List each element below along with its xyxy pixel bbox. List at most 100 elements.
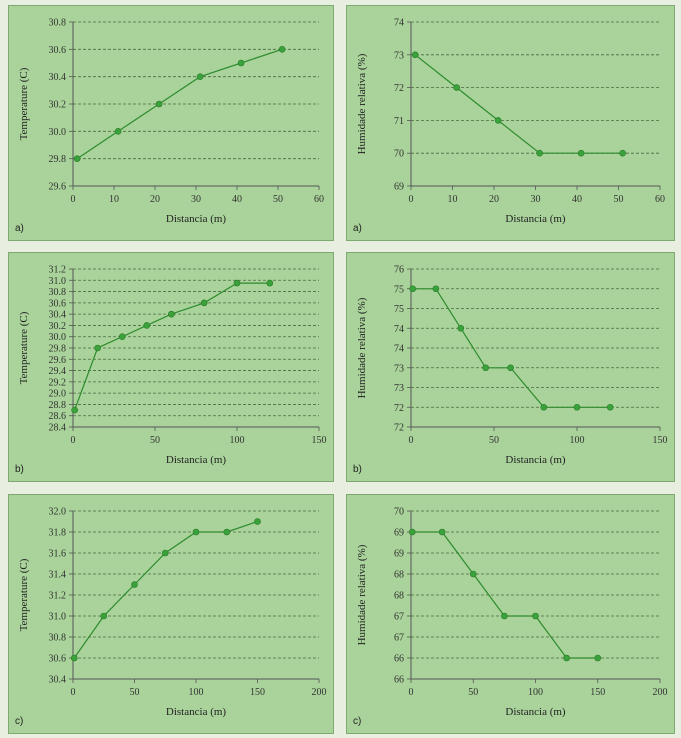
chart-panel: a) 69 70 71 72 73 74 0 10 20 30 40 50 60 Distancia (m)… [346,5,675,241]
data-point [233,279,241,287]
panel-label: b) [353,464,362,475]
data-point [408,528,416,536]
data-point [118,333,126,341]
y-tick-label: 30.2 [49,100,67,111]
x-tick-label: 100 [528,687,543,698]
data-point [573,403,581,411]
x-tick-label: 0 [409,194,414,205]
y-tick-label: 68 [394,570,404,581]
x-tick-label: 20 [150,194,160,205]
x-axis-title: Distancia (m) [166,213,227,225]
x-tick-label: 150 [653,435,668,446]
panel-label: c) [15,716,24,727]
y-tick-label: 28.6 [49,411,67,422]
y-axis-title: Humidade relativa (%) [356,53,368,154]
y-tick-label: 31.4 [49,570,67,581]
data-point [536,149,543,157]
data-point [192,528,200,536]
x-tick-label: 50 [150,435,160,446]
y-axis-title: Temperature (C) [18,67,30,140]
y-tick-label: 68 [394,591,404,602]
x-tick-label: 0 [71,687,76,698]
y-tick-label: 66 [394,654,404,665]
data-point [278,46,286,53]
y-tick-label: 73 [394,363,404,374]
line-chart: 66 66 67 67 68 68 69 69 70 0 50 100 150 200 Distancia … [356,507,668,719]
y-tick-label: 70 [394,149,404,160]
data-point [168,310,175,318]
x-tick-label: 100 [189,687,204,698]
y-tick-label: 71 [394,116,404,127]
y-tick-label: 30.4 [49,675,67,686]
panel-label: c) [353,716,362,727]
y-tick-label: 29.6 [49,182,67,193]
y-tick-label: 28.4 [49,423,67,434]
x-tick-label: 30 [191,194,201,205]
y-tick-label: 75 [394,284,404,295]
data-point [411,51,419,59]
y-tick-label: 75 [394,304,404,315]
data-point [114,128,122,135]
chart-panel: b) 72 72 73 73 74 74 75 75 76 0 50 100 150 Distancia (… [346,252,675,482]
y-tick-label: 72 [394,83,404,94]
data-point [237,59,245,67]
data-point [254,518,261,525]
y-tick-label: 30.0 [49,332,67,343]
x-tick-label: 200 [312,687,327,698]
data-point [200,299,208,307]
x-tick-label: 200 [653,687,668,698]
data-point [540,403,548,411]
x-tick-label: 50 [468,687,478,698]
y-tick-label: 69 [394,182,404,193]
x-tick-label: 10 [448,194,458,205]
data-point [563,654,570,662]
x-tick-label: 0 [409,435,414,446]
line-chart: 69 70 71 72 73 74 0 10 20 30 40 50 60 Distancia (m) Hu… [356,18,665,226]
y-tick-label: 30.6 [49,298,67,309]
x-tick-label: 40 [572,194,582,205]
x-tick-label: 150 [590,687,605,698]
x-axis-title: Distancia (m) [505,706,566,718]
data-point [71,406,78,414]
y-axis-title: Temperature (C) [18,558,30,631]
x-tick-label: 60 [314,194,324,205]
x-tick-label: 0 [409,687,414,698]
data-point [70,654,78,662]
y-tick-label: 29.8 [49,344,67,355]
y-tick-label: 67 [394,633,404,644]
y-axis-title: Humidade relativa (%) [356,297,368,398]
data-point [507,364,514,372]
x-tick-label: 50 [130,687,140,698]
y-axis-title: Temperature (C) [18,311,30,384]
line-chart: 29.6 29.8 30.0 30.2 30.4 30.6 30.8 0 10 20 30 40 50 6… [18,18,324,226]
y-tick-label: 31.0 [49,612,67,623]
y-tick-label: 70 [394,507,404,518]
y-tick-label: 30.8 [49,18,67,29]
x-tick-label: 50 [489,435,499,446]
data-point [223,528,231,536]
y-tick-label: 66 [394,675,404,686]
x-axis-title: Distancia (m) [505,454,566,466]
x-axis-title: Distancia (m) [166,454,227,466]
x-tick-label: 0 [71,435,76,446]
y-tick-label: 30.8 [49,633,67,644]
data-point [606,403,614,411]
y-tick-label: 31.2 [49,265,67,276]
y-tick-label: 73 [394,383,404,394]
x-tick-label: 20 [489,194,499,205]
data-point [73,155,81,162]
y-tick-label: 30.2 [49,321,67,332]
data-point [457,324,465,332]
y-tick-label: 76 [394,265,404,276]
panel-label: a) [15,223,24,234]
y-tick-label: 31.6 [49,549,67,560]
data-point [100,612,108,620]
x-axis-title: Distancia (m) [166,706,227,718]
y-tick-label: 31.8 [49,528,67,539]
x-tick-label: 150 [250,687,265,698]
chart-panel: c) 66 66 67 67 68 68 69 69 70 0 50 100 150 200 Distanci… [346,494,675,734]
x-tick-label: 50 [273,194,283,205]
y-tick-label: 72 [394,423,404,434]
y-tick-label: 69 [394,528,404,539]
y-tick-label: 28.8 [49,400,67,411]
